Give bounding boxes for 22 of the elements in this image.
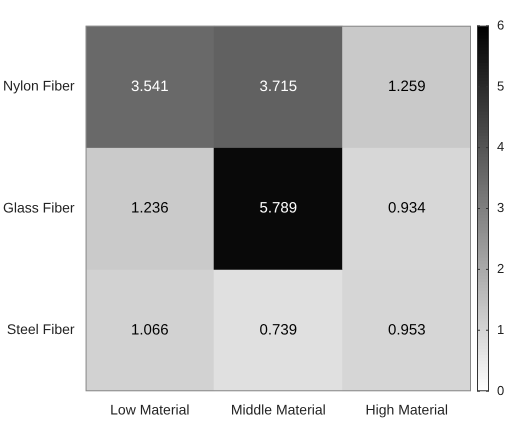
x-tick-label: Low Material [110,401,190,418]
color-bar-label: 4 [497,139,504,154]
data-label: 1.259 [388,78,426,95]
x-tick-label: Middle Material [230,401,326,418]
data-label: 1.066 [131,321,169,338]
x-tick-label: High Material [366,401,448,418]
color-bar-label: 5 [497,78,504,94]
data-label: 5.789 [260,200,298,217]
color-bar-label: 0 [497,382,504,398]
data-label: 0.953 [388,321,426,338]
color-bar-label: 6 [497,17,504,32]
y-tick-label: Steel Fiber [6,321,75,338]
y-tick-label: Nylon Fiber [2,78,75,94]
data-label: 3.541 [131,78,169,95]
data-label: 3.715 [260,78,298,95]
color-bar-label: 3 [497,200,504,216]
data-label: 0.739 [260,321,298,338]
y-tick-label: Glass Fiber [3,199,75,216]
data-label: 0.934 [388,200,426,217]
color-bar-label: 1 [497,322,504,337]
color-bar-label: 2 [497,260,504,276]
data-label: 1.236 [131,200,169,217]
